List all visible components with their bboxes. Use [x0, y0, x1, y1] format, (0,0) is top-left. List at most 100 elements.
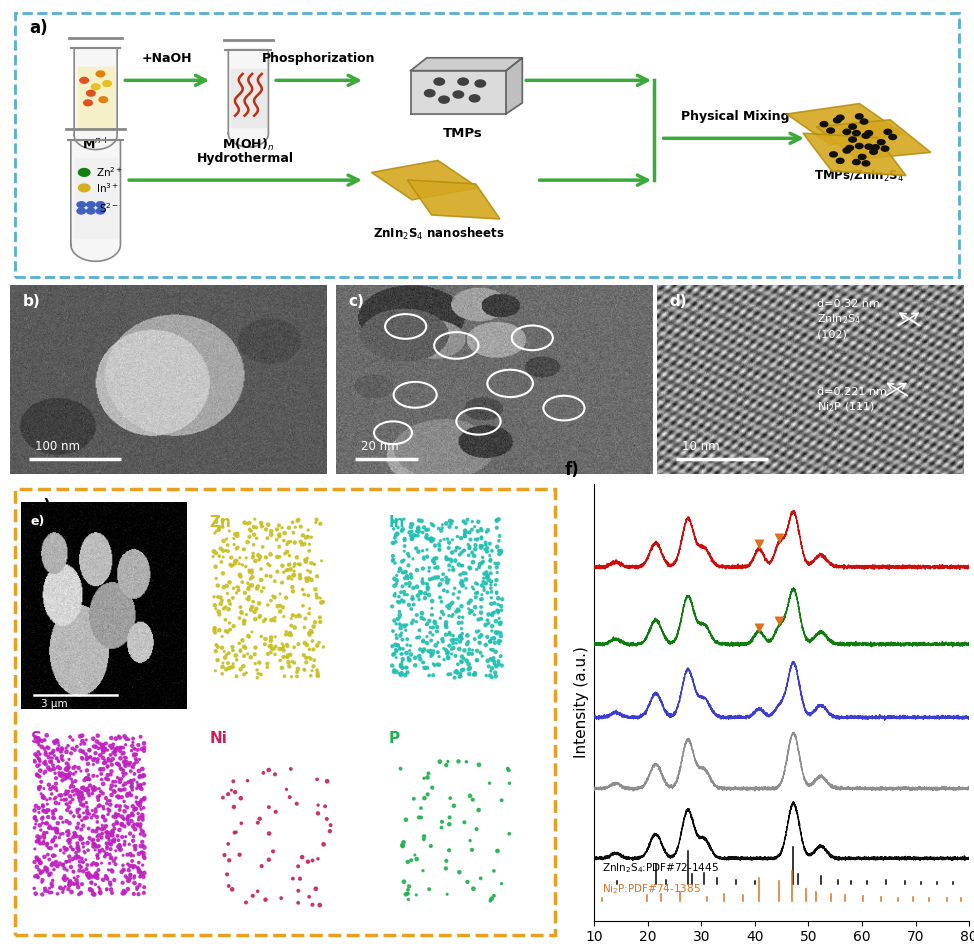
Point — [229, 586, 244, 601]
Point — [94, 822, 110, 837]
Point — [233, 643, 248, 659]
Point — [216, 643, 232, 659]
Point — [108, 850, 124, 865]
Point — [90, 850, 105, 865]
Point — [212, 590, 228, 605]
Point — [385, 535, 400, 550]
Point — [117, 729, 132, 744]
Point — [28, 816, 44, 831]
Point — [397, 619, 413, 634]
Point — [398, 645, 414, 661]
Point — [33, 865, 49, 881]
Point — [32, 829, 48, 845]
Point — [494, 599, 509, 614]
Point — [87, 751, 102, 766]
Point — [252, 549, 268, 565]
Point — [134, 808, 150, 823]
Point — [51, 741, 66, 756]
Point — [56, 846, 72, 861]
Point — [70, 839, 86, 854]
Point — [55, 766, 70, 781]
Point — [304, 572, 319, 587]
Point — [244, 602, 259, 617]
Point — [77, 772, 93, 788]
Point — [389, 573, 404, 588]
Point — [226, 773, 242, 789]
Point — [388, 586, 403, 601]
Point — [104, 757, 120, 772]
Point — [444, 633, 460, 648]
Point — [131, 864, 147, 879]
Point — [42, 866, 57, 882]
Point — [490, 556, 506, 571]
Point — [490, 625, 506, 641]
Point — [432, 754, 448, 770]
Point — [431, 635, 446, 650]
Point — [33, 774, 49, 790]
Point — [93, 748, 108, 763]
Point — [419, 661, 434, 676]
Point — [454, 631, 469, 646]
Point — [94, 736, 109, 752]
Point — [494, 603, 509, 618]
Point — [418, 586, 433, 601]
Point — [67, 773, 83, 789]
Point — [221, 853, 237, 868]
Circle shape — [852, 159, 860, 165]
Point — [441, 540, 457, 555]
Point — [465, 580, 480, 595]
Point — [291, 607, 307, 623]
Point — [447, 664, 463, 679]
Point — [396, 585, 412, 600]
Point — [38, 816, 54, 831]
Point — [39, 825, 55, 840]
Point — [255, 539, 271, 554]
Text: Ni$_2$P:PDF#74-1385: Ni$_2$P:PDF#74-1385 — [602, 883, 701, 896]
Point — [132, 769, 148, 784]
Point — [66, 877, 82, 892]
Point — [216, 847, 232, 863]
Point — [123, 847, 138, 862]
Point — [310, 851, 325, 866]
Point — [60, 882, 76, 897]
Point — [92, 838, 107, 853]
Point — [45, 757, 60, 772]
Point — [114, 865, 130, 880]
Point — [447, 581, 463, 596]
Point — [297, 636, 313, 651]
Point — [466, 881, 481, 896]
Point — [225, 642, 241, 658]
Point — [401, 653, 417, 668]
Point — [310, 668, 325, 683]
Point — [36, 828, 52, 843]
Point — [39, 728, 55, 743]
Point — [62, 780, 78, 795]
Point — [109, 816, 125, 831]
Point — [89, 734, 104, 749]
Point — [116, 863, 131, 878]
Point — [426, 620, 441, 635]
Point — [303, 623, 318, 639]
Point — [34, 734, 50, 749]
Point — [40, 796, 56, 811]
Point — [30, 829, 46, 845]
Point — [394, 632, 410, 647]
Point — [275, 636, 290, 651]
Point — [105, 774, 121, 790]
Point — [127, 741, 142, 756]
Circle shape — [848, 124, 856, 129]
Point — [285, 871, 301, 886]
Point — [410, 521, 426, 536]
Point — [65, 784, 81, 799]
Point — [424, 533, 439, 549]
Point — [239, 607, 254, 623]
Point — [74, 851, 90, 866]
Point — [31, 852, 47, 867]
Point — [134, 809, 150, 825]
Point — [61, 835, 77, 850]
Point — [392, 617, 407, 632]
Point — [387, 662, 402, 678]
Point — [113, 760, 129, 775]
Point — [84, 883, 99, 898]
Point — [79, 862, 94, 877]
